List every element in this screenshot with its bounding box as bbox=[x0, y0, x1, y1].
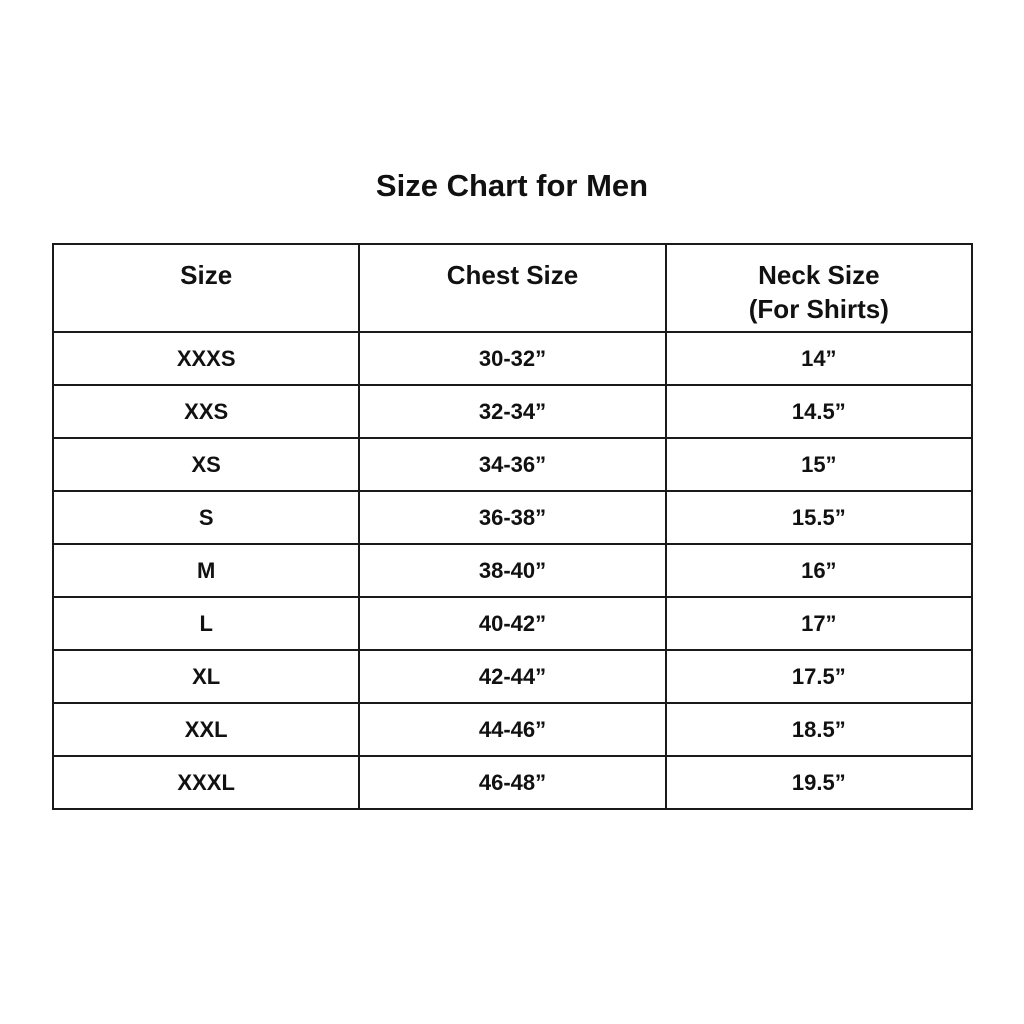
size-cell: XXL bbox=[51, 702, 361, 757]
table-row: XXL 44-46” 18.5” bbox=[51, 702, 974, 757]
size-cell: XXXL bbox=[51, 755, 361, 810]
neck-size-cell: 15.5” bbox=[664, 490, 974, 545]
table-row: XXXS 30-32” 14” bbox=[51, 331, 974, 386]
header-sublabel: (For Shirts) bbox=[748, 294, 889, 324]
neck-size-cell: 19.5” bbox=[664, 755, 974, 810]
chest-size-cell: 36-38” bbox=[358, 490, 667, 545]
chest-size-cell: 46-48” bbox=[358, 755, 667, 810]
size-chart-table: Size Chest Size Neck Size (For Shirts) XX… bbox=[51, 243, 974, 810]
neck-size-cell: 17” bbox=[664, 596, 974, 651]
chest-size-cell: 30-32” bbox=[358, 331, 667, 386]
size-cell: XXXS bbox=[51, 331, 361, 386]
chest-size-cell: 34-36” bbox=[358, 437, 667, 492]
neck-size-cell: 14” bbox=[664, 331, 974, 386]
page-title: Size Chart for Men bbox=[375, 168, 649, 203]
header-neck-size: Neck Size (For Shirts) bbox=[664, 243, 974, 333]
table-row: S 36-38” 15.5” bbox=[51, 490, 974, 545]
chest-size-cell: 38-40” bbox=[358, 543, 667, 598]
table-row: L 40-42” 17” bbox=[51, 596, 974, 651]
header-size: Size bbox=[51, 243, 361, 333]
table-row: XL 42-44” 17.5” bbox=[51, 649, 974, 704]
chest-size-cell: 32-34” bbox=[358, 384, 667, 439]
size-cell: M bbox=[51, 543, 361, 598]
neck-size-cell: 14.5” bbox=[664, 384, 974, 439]
size-cell: XXS bbox=[51, 384, 361, 439]
header-label: Neck Size bbox=[758, 260, 880, 290]
header-label: Size bbox=[180, 260, 233, 290]
chest-size-cell: 44-46” bbox=[358, 702, 667, 757]
header-chest-size: Chest Size bbox=[358, 243, 667, 333]
size-cell: S bbox=[51, 490, 361, 545]
header-label: Chest Size bbox=[446, 260, 579, 290]
chest-size-cell: 42-44” bbox=[358, 649, 667, 704]
size-cell: XS bbox=[51, 437, 361, 492]
size-cell: L bbox=[51, 596, 361, 651]
neck-size-cell: 15” bbox=[664, 437, 974, 492]
size-cell: XL bbox=[51, 649, 361, 704]
table-row: XXXL 46-48” 19.5” bbox=[51, 755, 974, 810]
table-row: M 38-40” 16” bbox=[51, 543, 974, 598]
neck-size-cell: 16” bbox=[664, 543, 974, 598]
table-row: XS 34-36” 15” bbox=[51, 437, 974, 492]
neck-size-cell: 18.5” bbox=[664, 702, 974, 757]
header-row: Size Chest Size Neck Size (For Shirts) bbox=[51, 243, 974, 333]
table-row: XXS 32-34” 14.5” bbox=[51, 384, 974, 439]
neck-size-cell: 17.5” bbox=[664, 649, 974, 704]
chest-size-cell: 40-42” bbox=[358, 596, 667, 651]
